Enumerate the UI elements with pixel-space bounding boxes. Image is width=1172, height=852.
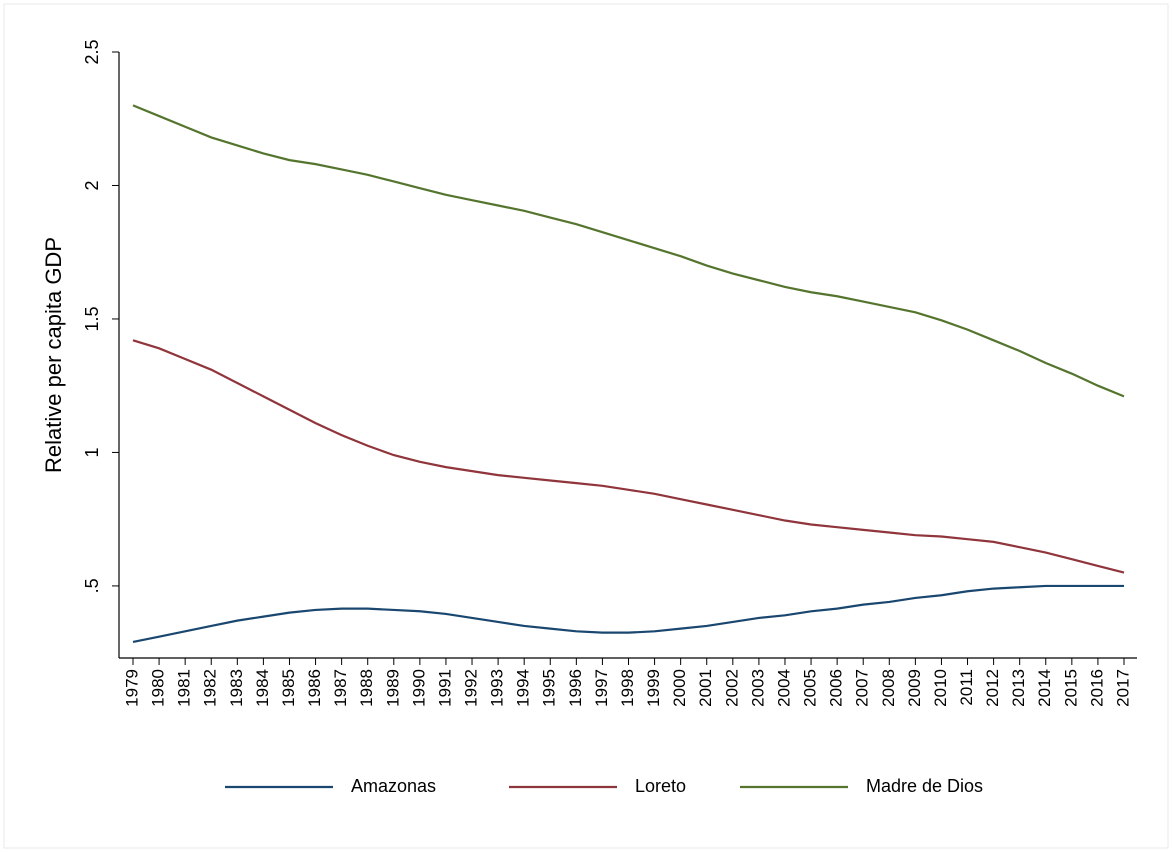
x-tick-label: 1992 [462,669,481,707]
x-tick-label: 2009 [905,669,924,707]
x-tick-label: 1984 [253,669,272,707]
x-tick-label: 2000 [670,669,689,707]
x-tick-label: 2004 [774,669,793,707]
legend-label: Loreto [635,776,686,796]
legend-label: Amazonas [351,776,436,796]
series-line [132,339,1125,574]
x-tick-label: 2002 [722,669,741,707]
x-tick-label: 1985 [279,669,298,707]
y-tick-label: 1 [82,447,102,457]
x-tick-label: 2006 [827,669,846,707]
x-tick-label: 1982 [201,669,220,707]
x-tick-label: 2005 [801,669,820,707]
x-tick-label: 2010 [931,669,950,707]
y-tick-label: 1.5 [82,306,102,331]
x-tick-label: 1979 [122,669,141,707]
y-tick-label: 2.5 [82,39,102,64]
x-tick-label: 2013 [1009,669,1028,707]
legend-label: Madre de Dios [866,776,983,796]
x-tick-label: 2008 [879,669,898,707]
x-tick-label: 2007 [853,669,872,707]
x-tick-label: 1981 [175,669,194,707]
x-tick-label: 1997 [592,669,611,707]
x-tick-label: 1989 [383,669,402,707]
y-tick-label: .5 [82,578,102,593]
x-tick-label: 1980 [149,669,168,707]
x-tick-label: 1987 [331,669,350,707]
chart-frame [3,3,1169,849]
x-tick-label: 1988 [357,669,376,707]
x-tick-label: 2001 [696,669,715,707]
x-tick-label: 1998 [618,669,637,707]
x-tick-label: 1999 [644,669,663,707]
y-tick-label: 2 [82,180,102,190]
x-tick-label: 1990 [409,669,428,707]
series-line [132,104,1125,398]
x-tick-label: 2017 [1113,669,1132,707]
x-tick-label: 2014 [1035,669,1054,707]
x-tick-label: 1995 [540,669,559,707]
x-tick-label: 2016 [1087,669,1106,707]
x-tick-label: 1991 [435,669,454,707]
x-tick-label: 2015 [1061,669,1080,707]
series-line [132,584,1124,644]
x-tick-label: 1996 [566,669,585,707]
x-tick-label: 1983 [227,669,246,707]
x-tick-label: 2003 [748,669,767,707]
x-tick-label: 2011 [957,669,976,706]
y-axis-title: Relative per capita GDP [41,237,66,473]
x-tick-label: 1993 [488,669,507,707]
x-tick-label: 1986 [305,669,324,707]
x-tick-label: 2012 [983,669,1002,707]
x-tick-label: 1994 [514,669,533,707]
